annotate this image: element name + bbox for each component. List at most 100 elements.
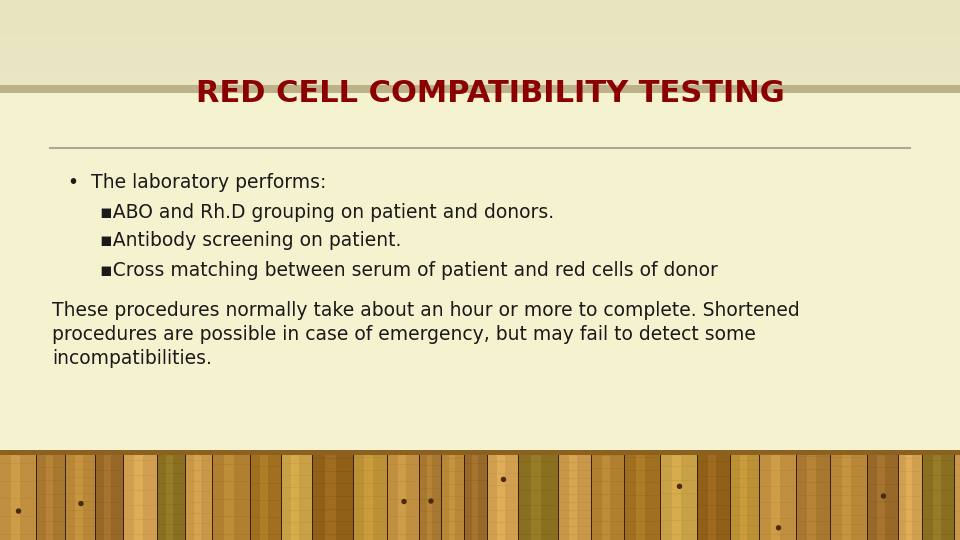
Bar	[519, 476, 558, 477]
Bar	[66, 455, 95, 540]
Bar	[388, 481, 419, 482]
Bar	[559, 534, 591, 535]
Bar	[0, 234, 960, 243]
Bar	[313, 509, 353, 510]
Bar	[592, 468, 624, 469]
Bar	[0, 495, 960, 504]
Bar	[0, 423, 960, 432]
Bar	[66, 469, 95, 470]
Bar	[313, 496, 353, 497]
Bar	[955, 455, 960, 540]
Bar	[124, 460, 157, 461]
Bar	[625, 534, 660, 535]
Bar	[923, 490, 954, 491]
Bar	[96, 470, 123, 471]
Bar	[124, 455, 157, 540]
Bar	[75, 455, 83, 540]
Bar	[760, 454, 796, 455]
Bar	[519, 519, 558, 521]
Bar	[0, 455, 36, 540]
Bar	[0, 414, 960, 423]
Bar	[559, 478, 591, 479]
Bar	[625, 469, 660, 470]
Bar	[0, 306, 960, 315]
Bar	[923, 534, 954, 535]
Bar	[0, 279, 960, 288]
Bar	[0, 180, 960, 189]
Bar	[868, 484, 898, 485]
Bar	[37, 521, 65, 522]
Circle shape	[777, 526, 780, 530]
Bar	[831, 476, 867, 477]
Bar	[449, 455, 455, 540]
Bar	[442, 455, 464, 540]
Bar	[213, 534, 250, 535]
Bar	[282, 498, 312, 500]
Bar	[0, 516, 36, 517]
Bar	[124, 534, 157, 535]
Bar	[740, 455, 747, 540]
Bar	[519, 490, 558, 491]
Bar	[186, 523, 212, 524]
Bar	[731, 534, 759, 535]
Bar	[0, 351, 960, 360]
Bar	[313, 458, 353, 459]
Bar	[797, 508, 830, 509]
Bar	[354, 483, 387, 484]
Bar	[661, 521, 697, 522]
Bar	[37, 507, 65, 508]
Bar	[0, 450, 960, 459]
Bar	[420, 534, 441, 535]
Bar	[66, 485, 95, 486]
Bar	[186, 460, 212, 461]
Bar	[0, 463, 36, 464]
Bar	[559, 462, 591, 463]
Bar	[0, 441, 960, 450]
Bar	[867, 455, 868, 540]
Bar	[0, 369, 960, 378]
Bar	[898, 455, 899, 540]
Bar	[731, 460, 759, 461]
Bar	[559, 486, 591, 487]
Bar	[0, 63, 960, 72]
Bar	[625, 508, 660, 509]
Bar	[465, 516, 487, 517]
Bar	[464, 455, 465, 540]
Bar	[922, 455, 923, 540]
Bar	[868, 517, 898, 518]
Bar	[124, 490, 157, 491]
Bar	[388, 464, 419, 465]
Bar	[157, 455, 158, 540]
Bar	[731, 455, 759, 540]
Bar	[831, 467, 867, 468]
Bar	[636, 455, 645, 540]
Bar	[923, 475, 954, 476]
Bar	[213, 499, 250, 500]
Bar	[186, 481, 212, 482]
Bar	[661, 480, 697, 481]
Bar	[158, 524, 185, 525]
Bar	[488, 522, 518, 523]
Bar	[420, 488, 441, 489]
Bar	[797, 521, 830, 522]
Bar	[0, 85, 960, 93]
Bar	[213, 482, 250, 483]
Circle shape	[79, 502, 83, 505]
Bar	[559, 455, 591, 540]
Bar	[559, 502, 591, 503]
Bar	[65, 455, 66, 540]
Bar	[282, 487, 312, 488]
Circle shape	[678, 484, 682, 488]
Bar	[0, 504, 960, 513]
Bar	[661, 466, 697, 467]
Bar	[831, 515, 867, 516]
Bar	[730, 455, 731, 540]
Bar	[797, 495, 830, 496]
Circle shape	[402, 500, 406, 503]
Bar	[0, 459, 960, 468]
Bar	[388, 516, 419, 517]
Bar	[291, 455, 300, 540]
Text: procedures are possible in case of emergency, but may fail to detect some: procedures are possible in case of emerg…	[52, 325, 756, 343]
Bar	[624, 455, 625, 540]
Bar	[158, 534, 185, 535]
